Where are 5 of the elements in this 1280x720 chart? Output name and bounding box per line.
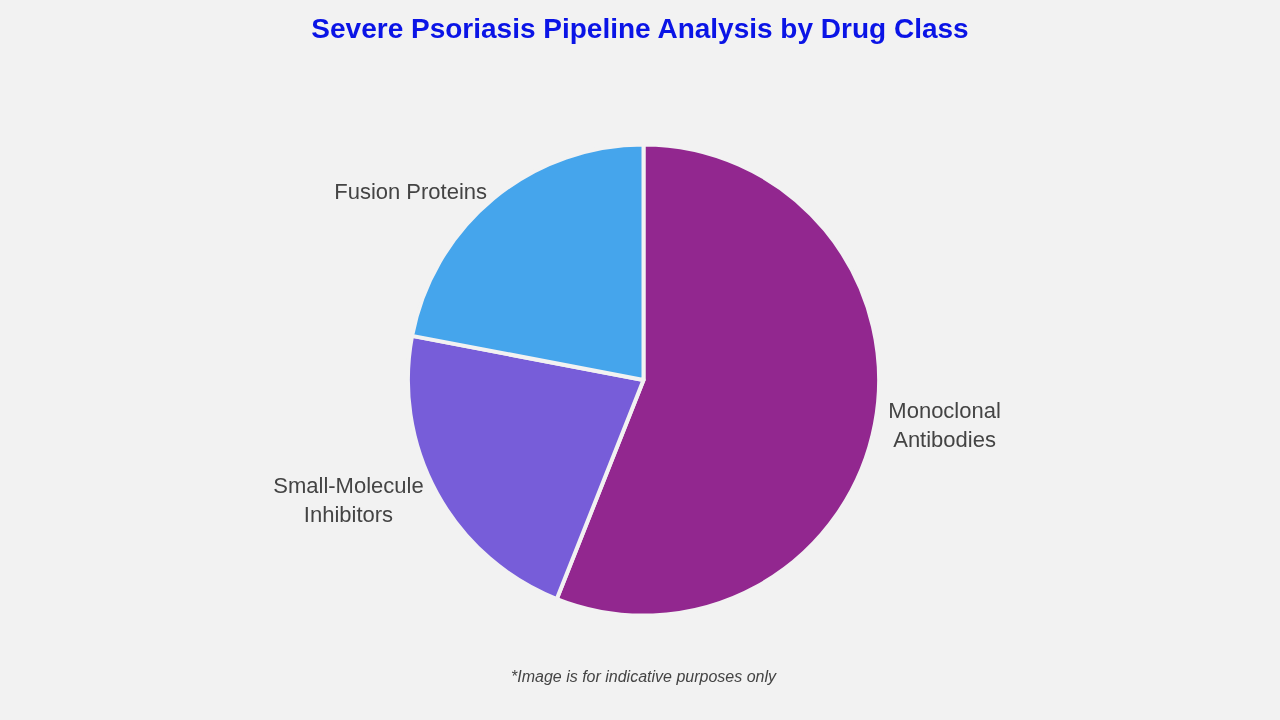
slice-label: Monoclonal Antibodies bbox=[888, 398, 1001, 452]
slice-label: Fusion Proteins bbox=[334, 178, 488, 204]
chart-title: Severe Psoriasis Pipeline Analysis by Drug Class bbox=[311, 12, 969, 44]
slice-label: Small-Molecule Inhibitors bbox=[273, 472, 424, 527]
text: *Image is for indicative purposes only bbox=[511, 668, 778, 685]
